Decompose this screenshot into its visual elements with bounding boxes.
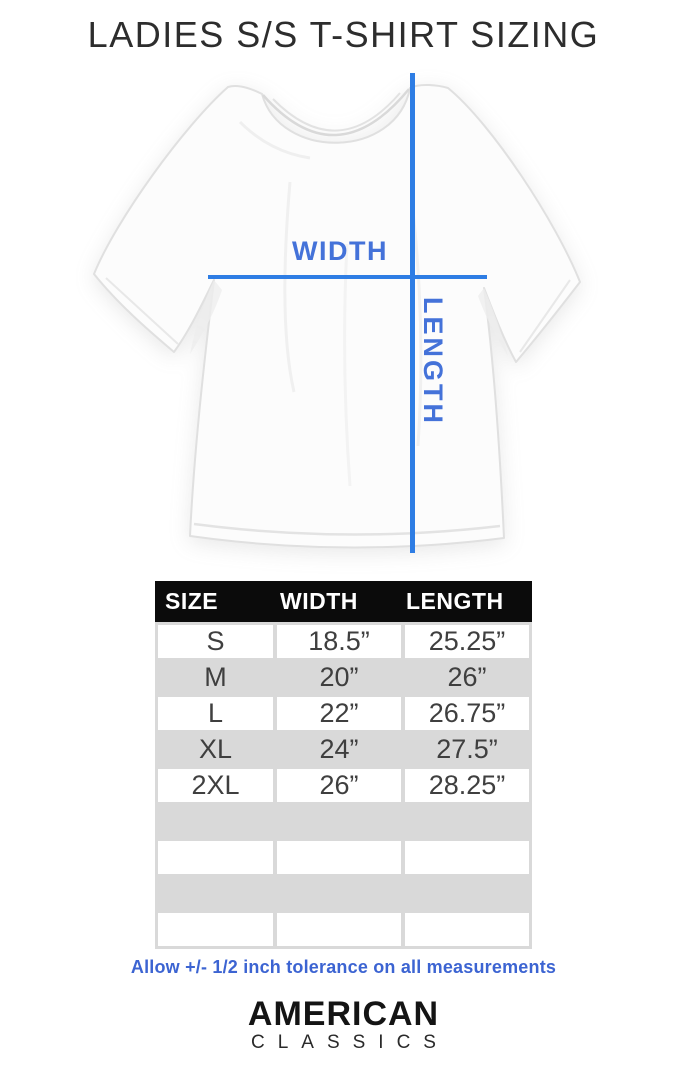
cell-length: 28.25” bbox=[405, 769, 529, 802]
cell-length bbox=[405, 913, 529, 946]
cell-length: 27.5” bbox=[405, 733, 529, 766]
cell-length bbox=[405, 805, 529, 838]
cell-width bbox=[277, 805, 401, 838]
length-measure-line bbox=[410, 73, 415, 553]
cell-size: S bbox=[158, 625, 273, 658]
table-row-empty bbox=[158, 877, 529, 910]
cell-width: 20” bbox=[277, 661, 401, 694]
header-size: SIZE bbox=[165, 588, 219, 614]
brand-subname: CLASSICS bbox=[251, 1032, 449, 1053]
table-row-empty bbox=[158, 841, 529, 874]
cell-length: 26” bbox=[405, 661, 529, 694]
table-row-s: S 18.5” 25.25” bbox=[158, 625, 529, 658]
cell-length: 26.75” bbox=[405, 697, 529, 730]
brand-name: AMERICAN bbox=[247, 995, 440, 1033]
cell-length bbox=[405, 841, 529, 874]
cell-size: 2XL bbox=[158, 769, 273, 802]
header-length: LENGTH bbox=[406, 588, 504, 614]
cell-size bbox=[158, 841, 273, 874]
tshirt-drawing bbox=[93, 84, 581, 549]
page-title: LADIES S/S T-SHIRT SIZING bbox=[87, 14, 600, 55]
tshirt-illustration bbox=[80, 62, 610, 562]
size-table: SIZE WIDTH LENGTH S 18.5” 25.25” M 20” 2… bbox=[155, 581, 532, 949]
size-table-body: S 18.5” 25.25” M 20” 26” L 22” 26.75” XL… bbox=[155, 622, 532, 949]
cell-width: 18.5” bbox=[277, 625, 401, 658]
table-row-empty bbox=[158, 805, 529, 838]
cell-width: 26” bbox=[277, 769, 401, 802]
table-row-2xl: 2XL 26” 28.25” bbox=[158, 769, 529, 802]
tolerance-note: Allow +/- 1/2 inch tolerance on all meas… bbox=[130, 957, 557, 977]
width-measure-line bbox=[208, 275, 487, 279]
cell-width: 24” bbox=[277, 733, 401, 766]
width-label: WIDTH bbox=[292, 236, 388, 266]
cell-size: XL bbox=[158, 733, 273, 766]
table-row-l: L 22” 26.75” bbox=[158, 697, 529, 730]
cell-size: M bbox=[158, 661, 273, 694]
length-label: LENGTH bbox=[418, 297, 448, 426]
table-row-empty bbox=[158, 913, 529, 946]
header-width: WIDTH bbox=[280, 588, 358, 614]
cell-width: 22” bbox=[277, 697, 401, 730]
cell-size bbox=[158, 913, 273, 946]
cell-length: 25.25” bbox=[405, 625, 529, 658]
cell-width bbox=[277, 913, 401, 946]
table-row-xl: XL 24” 27.5” bbox=[158, 733, 529, 766]
cell-length bbox=[405, 877, 529, 910]
table-row-m: M 20” 26” bbox=[158, 661, 529, 694]
cell-width bbox=[277, 841, 401, 874]
brand-logo: AMERICAN CLASSICS bbox=[0, 995, 687, 1054]
cell-size bbox=[158, 805, 273, 838]
cell-size: L bbox=[158, 697, 273, 730]
size-table-header: SIZE WIDTH LENGTH bbox=[155, 581, 532, 622]
cell-width bbox=[277, 877, 401, 910]
cell-size bbox=[158, 877, 273, 910]
